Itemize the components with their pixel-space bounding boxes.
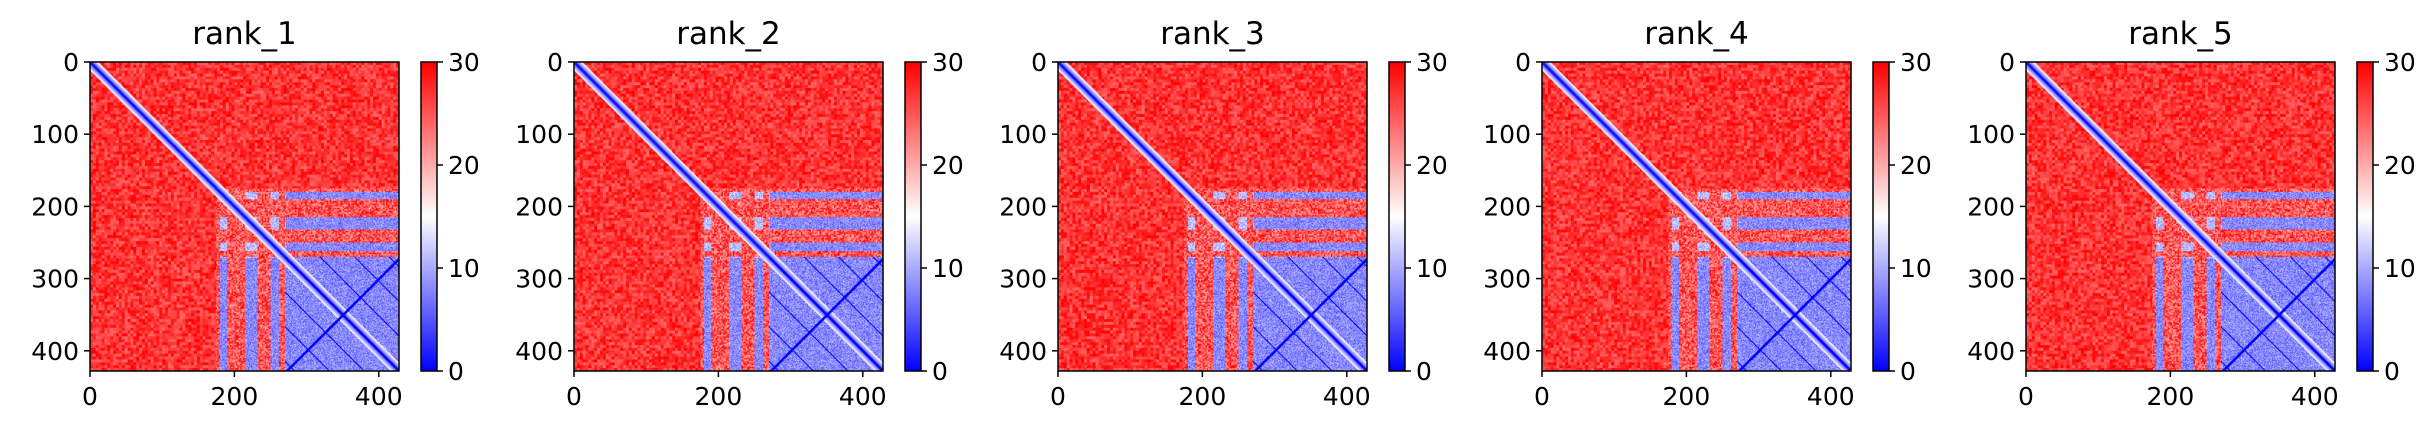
y-tick-label: 200 [515,192,563,221]
chart-title: rank_4 [1644,16,1749,52]
colorbar-tick-label: 20 [2384,151,2416,180]
colorbar-tick-label: 10 [448,254,480,283]
colorbar-tick-label: 20 [932,151,964,180]
heatmap-frame [1057,61,1368,372]
x-tick-label: 200 [211,382,259,411]
y-tick-label: 400 [1967,337,2015,366]
x-tick-label: 200 [1179,382,1227,411]
chart-panel: rank_5 0 100 200 300 400 0 200 400 0 10 20 30 [1936,0,2422,438]
colorbar-tick-label: 20 [448,151,480,180]
y-tick-label: 300 [515,265,563,294]
heatmap-image [1542,62,1851,371]
y-tick-label: 100 [31,120,79,149]
y-tick-label: 400 [515,337,563,366]
colorbar-tick-label: 10 [932,254,964,283]
chart-title: rank_3 [1160,16,1265,52]
colorbar-tick-label: 10 [2384,254,2416,283]
y-tick-label: 200 [999,192,1047,221]
colorbar-tick-label: 10 [1900,254,1932,283]
colorbar [1388,61,1406,372]
heatmap-frame [2025,61,2336,372]
colorbar-tick-label: 30 [448,48,480,77]
chart-title: rank_2 [676,16,781,52]
y-tick-label: 300 [1483,265,1531,294]
x-tick-label: 200 [2147,382,2195,411]
chart-title: rank_1 [192,16,297,52]
heatmap-image [574,62,883,371]
heatmap-canvas [1058,62,1367,371]
heatmap-image [1058,62,1367,371]
colorbar-tick-label: 0 [932,357,948,386]
y-tick-label: 100 [999,120,1047,149]
colorbar [2356,61,2374,372]
y-tick-label: 200 [1483,192,1531,221]
y-tick-label: 300 [999,265,1047,294]
y-tick-label: 200 [31,192,79,221]
y-tick-label: 400 [999,337,1047,366]
colorbar-tick-label: 30 [932,48,964,77]
chart-panel: rank_1 0 100 200 300 400 0 200 400 0 10 20 30 [0,0,486,438]
x-tick-label: 400 [839,382,887,411]
chart-panel: rank_4 0 100 200 300 400 0 200 400 0 10 20 30 [1452,0,1938,438]
y-tick-label: 0 [1031,48,1047,77]
chart-panel: rank_2 0 100 200 300 400 0 200 400 0 10 20 30 [484,0,970,438]
colorbar-tick-label: 0 [2384,357,2400,386]
x-tick-label: 200 [695,382,743,411]
heatmap-canvas [2026,62,2335,371]
chart-title: rank_5 [2128,16,2233,52]
heatmap-frame [573,61,884,372]
colorbar-tick-label: 30 [1416,48,1448,77]
y-tick-label: 0 [1515,48,1531,77]
x-tick-label: 0 [566,382,582,411]
colorbar-tick-label: 30 [2384,48,2416,77]
x-tick-label: 0 [2018,382,2034,411]
y-tick-label: 300 [31,265,79,294]
colorbar-tick-label: 20 [1900,151,1932,180]
y-tick-label: 0 [547,48,563,77]
heatmap-image [2026,62,2335,371]
heatmap-canvas [574,62,883,371]
x-tick-label: 400 [2291,382,2339,411]
colorbar-tick-label: 0 [1900,357,1916,386]
colorbar [420,61,438,372]
x-tick-label: 400 [355,382,403,411]
x-tick-label: 0 [1534,382,1550,411]
x-tick-label: 400 [1807,382,1855,411]
chart-panel: rank_3 0 100 200 300 400 0 200 400 0 10 20 30 [968,0,1454,438]
colorbar [1872,61,1890,372]
y-tick-label: 0 [1999,48,2015,77]
colorbar [904,61,922,372]
colorbar-tick-label: 20 [1416,151,1448,180]
x-tick-label: 0 [82,382,98,411]
colorbar-tick-label: 0 [1416,357,1432,386]
y-tick-label: 200 [1967,192,2015,221]
y-tick-label: 0 [63,48,79,77]
colorbar-tick-label: 0 [448,357,464,386]
colorbar-tick-label: 10 [1416,254,1448,283]
x-tick-label: 0 [1050,382,1066,411]
colorbar-tick-label: 30 [1900,48,1932,77]
heatmap-frame [1541,61,1852,372]
heatmap-canvas [1542,62,1851,371]
y-tick-label: 100 [515,120,563,149]
y-tick-label: 100 [1483,120,1531,149]
x-tick-label: 200 [1663,382,1711,411]
heatmap-canvas [90,62,399,371]
heatmap-frame [89,61,400,372]
y-tick-label: 300 [1967,265,2015,294]
y-tick-label: 400 [1483,337,1531,366]
x-tick-label: 400 [1323,382,1371,411]
y-tick-label: 100 [1967,120,2015,149]
heatmap-image [90,62,399,371]
y-tick-label: 400 [31,337,79,366]
